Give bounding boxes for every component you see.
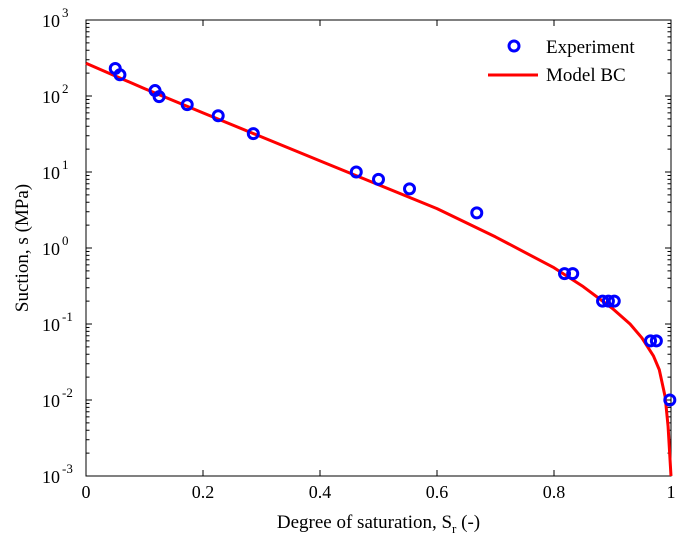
experiment-point bbox=[596, 294, 610, 308]
x-tick-label: 0.2 bbox=[192, 482, 215, 502]
y-tick-exponent: 2 bbox=[62, 81, 69, 96]
experiment-point bbox=[372, 172, 385, 186]
experiment-point bbox=[180, 98, 194, 112]
experiment-point bbox=[246, 127, 260, 141]
legend-marker-experiment bbox=[507, 39, 521, 53]
experiment-point bbox=[152, 90, 166, 104]
y-tick-label: 10 bbox=[42, 87, 60, 107]
legend: Experiment Model BC bbox=[488, 37, 635, 86]
x-tick-label: 0.8 bbox=[543, 482, 566, 502]
y-tick-exponent: -1 bbox=[62, 309, 73, 324]
y-tick-exponent: -2 bbox=[62, 385, 73, 400]
experiment-point bbox=[601, 294, 615, 308]
y-tick-label: 10 bbox=[42, 467, 60, 487]
x-tick-label: 0.4 bbox=[309, 482, 332, 502]
legend-label-model-bc: Model BC bbox=[546, 65, 626, 86]
y-tick-label: 10 bbox=[42, 391, 60, 411]
x-tick-label: 0.6 bbox=[426, 482, 449, 502]
experiment-point bbox=[349, 165, 363, 179]
plot-area bbox=[85, 19, 672, 477]
x-tick-label: 0 bbox=[82, 482, 91, 502]
experiment-point bbox=[113, 68, 127, 82]
experiment-point bbox=[470, 206, 484, 220]
experiment-point bbox=[211, 109, 225, 123]
x-tick-label: 1 bbox=[667, 482, 676, 502]
y-tick-label: 10 bbox=[42, 163, 60, 183]
y-tick-exponent: -3 bbox=[62, 461, 73, 476]
experiment-point bbox=[649, 334, 663, 348]
y-tick-label: 10 bbox=[42, 11, 60, 31]
experiment-point bbox=[644, 334, 658, 348]
y-tick-exponent: 0 bbox=[62, 233, 69, 248]
x-axis-label: Degree of saturation, Sr (-) bbox=[277, 512, 480, 536]
y-tick-exponent: 1 bbox=[62, 157, 69, 172]
experiment-point bbox=[663, 393, 677, 407]
experiment-point bbox=[558, 267, 572, 281]
marker-layer bbox=[108, 62, 677, 407]
y-tick-label: 10 bbox=[42, 315, 60, 335]
y-axis-label: Suction, s (MPa) bbox=[12, 184, 33, 312]
legend-label-experiment: Experiment bbox=[546, 37, 635, 58]
experiment-point bbox=[566, 267, 580, 281]
y-tick-exponent: 3 bbox=[62, 5, 69, 20]
y-tick-label: 10 bbox=[42, 239, 60, 259]
experiment-point bbox=[403, 182, 417, 196]
experiment-point bbox=[607, 294, 621, 308]
